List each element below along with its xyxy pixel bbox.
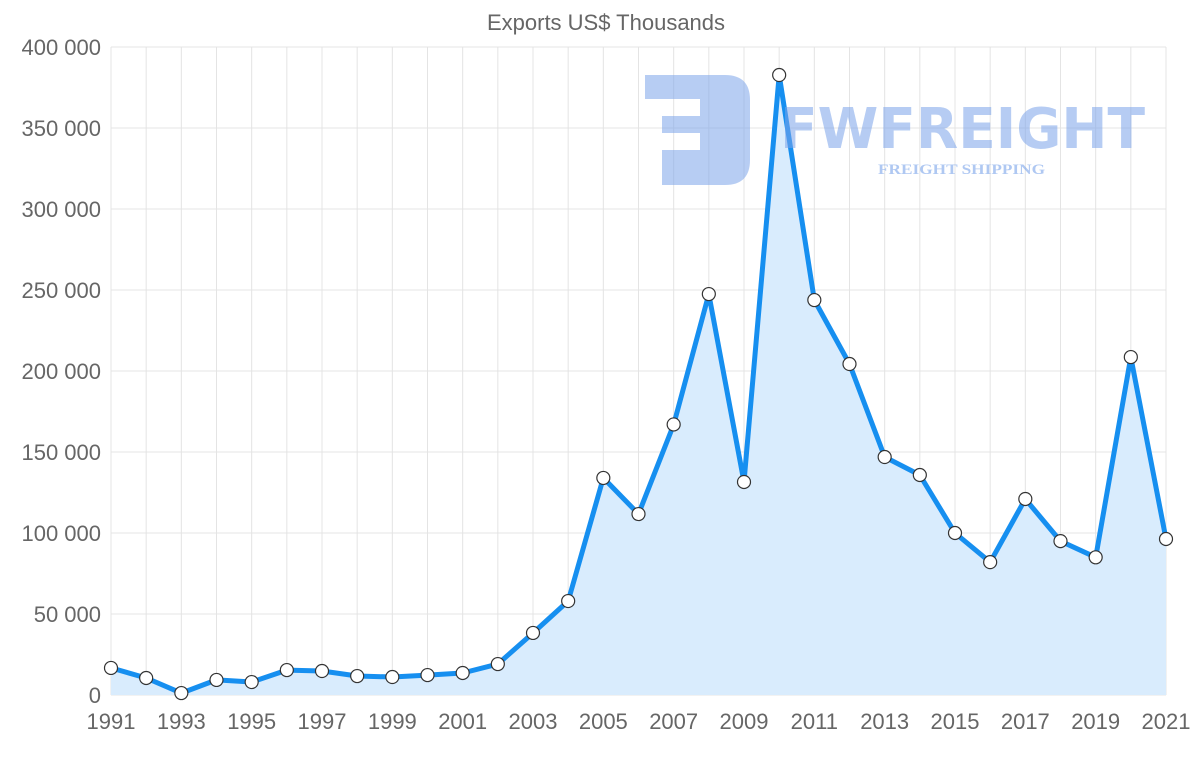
y-tick-label: 250 000 — [21, 278, 101, 303]
x-tick-label: 2015 — [931, 709, 980, 734]
data-point[interactable] — [947, 525, 963, 541]
x-tick-label: 1999 — [368, 709, 417, 734]
data-point[interactable] — [455, 665, 470, 681]
data-point[interactable] — [1123, 349, 1138, 365]
data-point[interactable] — [1053, 533, 1068, 549]
data-point[interactable] — [631, 506, 646, 522]
data-point[interactable] — [842, 356, 857, 372]
data-point[interactable] — [666, 417, 681, 432]
x-tick-label: 2021 — [1142, 709, 1191, 734]
data-point[interactable] — [525, 625, 541, 641]
data-point[interactable] — [1158, 531, 1174, 547]
y-tick-label: 50 000 — [34, 602, 101, 627]
y-tick-label: 300 000 — [21, 197, 101, 222]
data-point[interactable] — [314, 663, 330, 679]
data-point[interactable] — [1088, 550, 1103, 565]
data-point[interactable] — [772, 67, 787, 83]
x-tick-label: 2001 — [438, 709, 487, 734]
x-tick-label: 2019 — [1071, 709, 1120, 734]
data-point[interactable] — [561, 593, 576, 609]
x-tick-label: 1995 — [227, 709, 276, 734]
area-fill — [111, 75, 1166, 695]
x-tick-label: 2007 — [649, 709, 698, 734]
data-point[interactable] — [912, 467, 927, 483]
y-tick-label: 350 000 — [21, 116, 101, 141]
data-point[interactable] — [1018, 491, 1033, 507]
x-tick-label: 2013 — [860, 709, 909, 734]
data-point[interactable] — [350, 668, 365, 684]
chart-title: Exports US$ Thousands — [487, 10, 725, 35]
x-tick-label: 2011 — [791, 709, 838, 734]
data-point[interactable] — [420, 667, 435, 683]
data-point[interactable] — [596, 470, 611, 486]
y-tick-label: 200 000 — [21, 359, 101, 384]
data-point[interactable] — [877, 449, 892, 465]
data-point[interactable] — [736, 474, 752, 490]
data-point[interactable] — [174, 685, 189, 701]
x-tick-label: 1991 — [87, 709, 136, 734]
data-point[interactable] — [385, 669, 400, 685]
x-tick-label: 2005 — [579, 709, 628, 734]
x-tick-label: 2009 — [720, 709, 769, 734]
x-tick-label: 2017 — [1001, 709, 1050, 734]
data-point[interactable] — [701, 286, 716, 302]
x-axis-ticks: 1991 1993 1995 1997 1999 2001 2003 2005 2007 2009… — [87, 709, 1191, 734]
data-point[interactable] — [279, 662, 294, 678]
data-point[interactable] — [490, 656, 505, 672]
y-tick-label: 150 000 — [21, 440, 101, 465]
y-tick-label: 400 000 — [21, 35, 101, 60]
data-point[interactable] — [807, 292, 822, 308]
data-point[interactable] — [103, 660, 119, 676]
x-tick-label: 2003 — [509, 709, 558, 734]
y-tick-label: 100 000 — [21, 521, 101, 546]
data-point[interactable] — [983, 555, 998, 570]
y-tick-label: 0 — [89, 683, 101, 708]
data-points — [103, 67, 1174, 701]
x-tick-label: 1997 — [298, 709, 347, 734]
x-tick-label: 1993 — [157, 709, 206, 734]
data-point[interactable] — [139, 670, 154, 686]
y-axis-ticks: 0 50 000 100 000 150 000 200 000 250 000 300 0… — [21, 35, 101, 708]
data-point[interactable] — [244, 674, 259, 690]
data-point[interactable] — [209, 672, 224, 688]
